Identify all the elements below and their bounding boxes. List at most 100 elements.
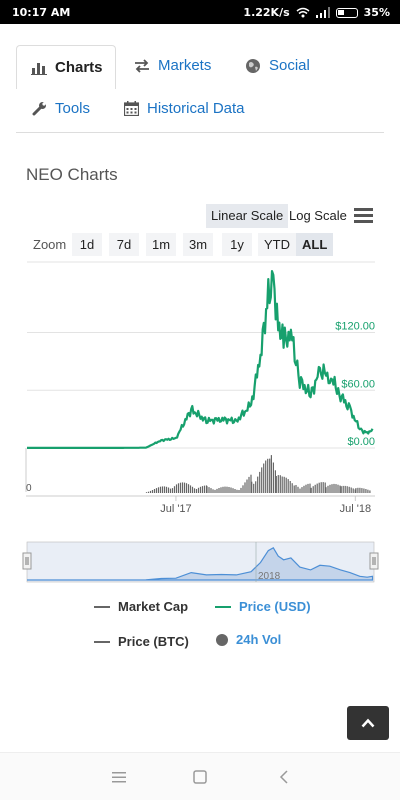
navigator-right-handle[interactable] (369, 552, 379, 570)
menu-icon[interactable] (110, 769, 128, 785)
navigator-left-handle[interactable] (22, 552, 32, 570)
globe-icon (246, 58, 260, 73)
tab-tools[interactable]: Tools (32, 100, 90, 117)
tab-charts[interactable]: Charts (16, 45, 116, 89)
legend-24h-vol[interactable]: 24h Vol (216, 632, 281, 647)
volume-bar (171, 488, 174, 493)
volume-bar (277, 475, 279, 493)
volume-bar (325, 487, 327, 493)
zoom-1y-button[interactable]: 1y (222, 233, 252, 256)
volume-bar (257, 476, 259, 493)
volume-bar (355, 488, 357, 493)
volume-bar (153, 489, 156, 493)
legend-line-icon (94, 640, 110, 643)
tab-social-label: Social (269, 57, 310, 74)
legend-line-icon (94, 605, 110, 608)
tab-social[interactable]: Social (245, 57, 310, 74)
volume-bar (272, 462, 274, 493)
volume-bar (208, 487, 210, 493)
volume-bar (161, 486, 164, 493)
volume-bar (352, 488, 354, 493)
volume-bar (226, 486, 228, 493)
volume-bar (242, 485, 244, 493)
navigator-year-label: 2018 (258, 571, 281, 582)
volume-bar (274, 470, 276, 493)
volume-bar (187, 484, 190, 493)
zoom-3m-button[interactable]: 3m (183, 233, 214, 256)
volume-bar (305, 484, 307, 493)
home-icon[interactable] (191, 769, 209, 785)
volume-bar (307, 483, 309, 493)
log-scale-button[interactable]: Log Scale (289, 208, 347, 223)
linear-scale-button[interactable]: Linear Scale (206, 204, 289, 228)
chevron-up-icon (361, 718, 375, 728)
volume-bar (230, 487, 232, 493)
volume-bar (251, 481, 253, 493)
volume-bar (350, 487, 352, 493)
tab-historical-data[interactable]: Historical Data (124, 100, 245, 117)
volume-bar (167, 487, 170, 493)
volume-bar (316, 483, 318, 493)
volume-bar (179, 482, 182, 493)
volume-bar (236, 489, 238, 493)
volume-bars (145, 455, 371, 493)
volume-bar (263, 463, 265, 493)
zoom-7d-button[interactable]: 7d (109, 233, 139, 256)
volume-bar (281, 476, 283, 493)
tab-historical-data-label: Historical Data (147, 100, 245, 117)
volume-bar (301, 487, 303, 493)
volume-bar (279, 475, 281, 493)
volume-bar (344, 485, 346, 493)
volume-bar (206, 486, 208, 493)
volume-bar (203, 485, 206, 493)
volume-bar (155, 488, 158, 493)
volume-bar (367, 489, 369, 493)
volume-bar (320, 482, 322, 493)
volume-bar (169, 488, 172, 493)
volume-bar (149, 490, 152, 493)
network-speed: 1.22K/s (243, 6, 290, 19)
back-icon[interactable] (276, 769, 294, 785)
volume-bar (147, 491, 150, 493)
volume-bar (270, 455, 272, 493)
chart-menu-icon[interactable] (354, 208, 373, 223)
volume-bar (201, 486, 204, 493)
volume-bar (220, 487, 222, 493)
volume-bar (299, 488, 301, 493)
zoom-1d-button[interactable]: 1d (72, 233, 102, 256)
y-tick-label: $0.00 (347, 436, 375, 448)
volume-bar (240, 487, 242, 493)
volume-bar (177, 483, 180, 493)
volume-bar (357, 487, 359, 493)
volume-bar (269, 458, 271, 493)
wifi-icon (296, 7, 310, 18)
legend-price-usd[interactable]: Price (USD) (215, 599, 311, 614)
volume-bar (199, 486, 202, 493)
volume-bar (267, 458, 269, 493)
tab-tools-label: Tools (55, 100, 91, 117)
price-line (27, 270, 374, 449)
tab-markets[interactable]: Markets (134, 57, 211, 74)
volume-bar (365, 489, 367, 493)
legend-line-icon (215, 605, 231, 608)
volume-bar (210, 488, 212, 493)
volume-bar (265, 460, 267, 493)
volume-bar (157, 487, 160, 493)
exchange-arrows-icon (135, 58, 149, 73)
chart-title: NEO Charts (26, 165, 118, 184)
volume-bar (348, 486, 350, 493)
zoom-all-button[interactable]: ALL (296, 233, 334, 256)
bar-chart-icon (31, 62, 47, 75)
volume-bar (197, 487, 200, 493)
volume-bar (322, 482, 324, 493)
legend-market-cap[interactable]: Market Cap (94, 599, 188, 614)
calendar-icon (124, 101, 139, 116)
volume-bar (285, 477, 287, 493)
legend-price-btc[interactable]: Price (BTC) (94, 634, 189, 649)
volume-bar (224, 486, 226, 493)
volume-bar (340, 486, 342, 493)
back-to-top-button[interactable] (347, 706, 389, 740)
tab-bar: Charts Markets Social Tools (16, 45, 384, 133)
zoom-1m-button[interactable]: 1m (146, 233, 177, 256)
zoom-ytd-button[interactable]: YTD (258, 233, 296, 256)
